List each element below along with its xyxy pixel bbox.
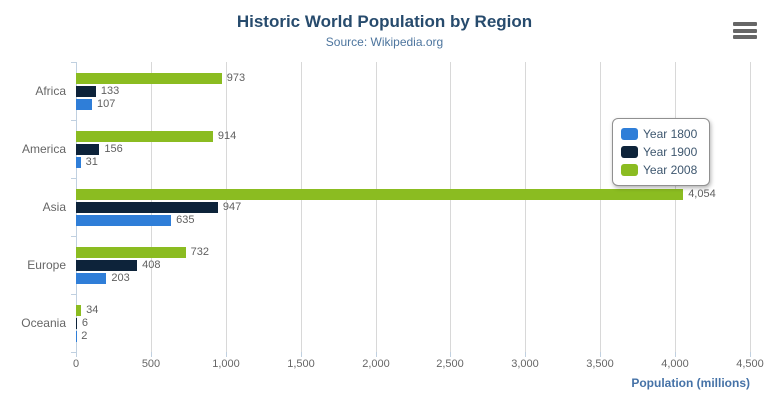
data-label-year-1800-africa: 107 <box>97 97 116 110</box>
category-axis-tick <box>71 120 76 121</box>
value-axis-label-4-000: 4,000 <box>661 358 689 370</box>
category-label-oceania: Oceania <box>21 316 66 330</box>
bar-year-1800-asia[interactable] <box>76 214 172 226</box>
bar-year-2008-europe[interactable] <box>76 246 186 258</box>
data-label-year-2008-europe: 732 <box>190 245 209 258</box>
bar-year-2008-africa[interactable] <box>76 72 222 84</box>
value-axis-tick <box>301 352 302 357</box>
bar-year-2008-oceania[interactable] <box>76 304 82 316</box>
data-label-year-2008-oceania: 34 <box>86 303 99 316</box>
value-axis-tick <box>226 352 227 357</box>
value-axis-label-500: 500 <box>141 358 161 370</box>
bar-year-1900-america[interactable] <box>76 143 100 155</box>
value-axis-label-2-500: 2,500 <box>436 358 464 370</box>
value-axis-label-3-000: 3,000 <box>511 358 539 370</box>
value-axis-tick <box>600 352 601 357</box>
data-label-year-1900-asia: 947 <box>222 200 242 213</box>
plot-area: 973 133 107 914 156 31 4,054 947 635 732 408 203 34 6… <box>71 62 751 357</box>
export-menu-button[interactable] <box>733 21 758 40</box>
data-label-year-1800-oceania: 2 <box>81 329 88 342</box>
bar-year-2008-america[interactable] <box>76 130 213 142</box>
value-axis-tick <box>525 352 526 357</box>
value-axis-tick <box>450 352 451 357</box>
gridline <box>376 62 377 352</box>
value-axis-label-1-000: 1,000 <box>212 358 240 370</box>
x-axis-title: Population (millions) <box>631 376 750 390</box>
category-axis-tick <box>71 236 76 237</box>
legend-item-year-1800[interactable]: Year 1800 <box>621 125 697 143</box>
bar-year-1800-europe[interactable] <box>76 272 107 284</box>
data-label-year-1800-asia: 635 <box>176 213 195 226</box>
legend-swatch-icon <box>621 164 638 176</box>
data-label-year-1800-america: 31 <box>85 155 98 168</box>
category-axis-tick <box>71 178 76 179</box>
category-label-america: America <box>21 142 66 156</box>
data-label-year-2008-asia: 4,054 <box>688 187 716 200</box>
value-axis-label-4-500: 4,500 <box>736 358 764 370</box>
gridline <box>750 62 751 352</box>
legend-label: Year 1800 <box>643 127 698 141</box>
data-label-year-1900-america: 156 <box>104 142 123 155</box>
gridline <box>226 62 227 352</box>
value-axis-tick <box>675 352 676 357</box>
data-label-year-1900-europe: 408 <box>142 258 161 271</box>
gridline <box>301 62 302 352</box>
category-label-europe: Europe <box>27 258 66 272</box>
value-axis-tick <box>76 352 77 357</box>
legend-label: Year 2008 <box>643 163 698 177</box>
value-axis-label-2-000: 2,000 <box>362 358 390 370</box>
data-label-year-1900-oceania: 6 <box>81 316 89 329</box>
legend-item-year-1900[interactable]: Year 1900 <box>621 143 697 161</box>
chart-title: Historic World Population by Region <box>236 12 533 31</box>
gridline <box>600 62 601 352</box>
legend-swatch-icon <box>621 128 638 140</box>
bar-year-1900-oceania[interactable] <box>76 317 77 329</box>
category-axis-tick <box>71 294 76 295</box>
category-axis-tick <box>71 62 76 63</box>
category-label-asia: Asia <box>42 200 66 214</box>
data-label-year-1800-europe: 203 <box>111 271 130 284</box>
value-axis-label-1-500: 1,500 <box>287 358 315 370</box>
bar-year-1900-asia[interactable] <box>76 201 218 213</box>
category-axis-tick <box>71 352 76 353</box>
gridline <box>450 62 451 352</box>
value-axis-label-0: 0 <box>72 358 80 370</box>
bar-year-2008-asia[interactable] <box>76 188 684 200</box>
hamburger-icon <box>733 22 757 26</box>
bar-year-1800-america[interactable] <box>76 156 81 168</box>
legend-label: Year 1900 <box>643 145 698 159</box>
gridline <box>525 62 526 352</box>
value-axis-label-3-500: 3,500 <box>586 358 614 370</box>
value-axis-tick <box>151 352 152 357</box>
data-label-year-1900-africa: 133 <box>100 84 120 97</box>
hamburger-icon <box>733 35 757 39</box>
hamburger-icon <box>733 28 757 33</box>
bar-year-1800-africa[interactable] <box>76 98 93 110</box>
bar-year-1900-europe[interactable] <box>76 259 138 271</box>
data-label-year-2008-america: 914 <box>217 129 237 142</box>
legend-swatch-icon <box>621 146 638 158</box>
data-label-year-2008-africa: 973 <box>226 71 246 84</box>
value-axis-tick <box>376 352 377 357</box>
chart-subtitle: Source: Wikipedia.org <box>325 35 444 49</box>
legend: Year 1800 Year 1900 Year 2008 <box>612 118 711 186</box>
legend-item-year-2008[interactable]: Year 2008 <box>621 161 697 179</box>
value-axis-tick <box>750 352 751 357</box>
bar-year-1900-africa[interactable] <box>76 85 96 97</box>
gridline <box>675 62 676 352</box>
category-label-africa: Africa <box>35 84 66 98</box>
